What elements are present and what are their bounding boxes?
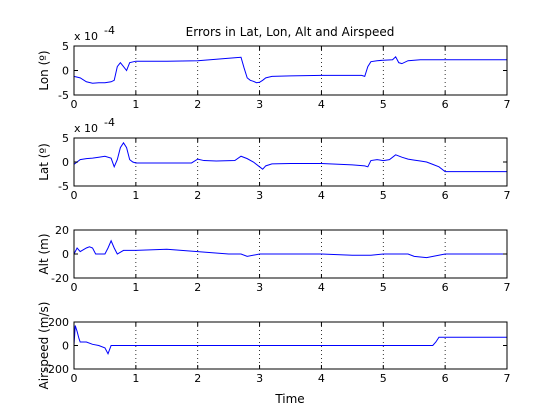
x-tick-label: 3 [256,98,263,111]
y-axis-label: Airspeed (m/s) [37,302,51,390]
x-tick-label: 0 [71,281,78,294]
y-axis-label: Alt (m) [37,233,51,274]
series-line [73,141,507,173]
y-tick-label: 5 [62,40,69,53]
exponent-label: x 10 [74,122,98,135]
x-tick-label: 2 [194,98,201,111]
x-tick-label: 3 [256,372,263,385]
x-tick-label: 4 [318,189,325,202]
x-axis-label: Time [274,392,304,406]
plot-area [74,46,507,95]
y-tick-label: 5 [62,132,69,145]
y-tick-label: 0 [62,340,69,353]
y-tick-label: -5 [58,89,69,102]
x-tick-label: 6 [442,372,449,385]
x-tick-label: 5 [380,372,387,385]
y-axis-label: Lat (º) [37,143,51,181]
y-tick-label: 0 [62,65,69,78]
x-tick-label: 1 [132,98,139,111]
x-tick-label: 4 [318,281,325,294]
x-tick-label: 1 [132,372,139,385]
x-tick-label: 2 [194,372,201,385]
series-line [73,55,507,84]
x-tick-label: 4 [318,372,325,385]
x-tick-label: 5 [380,189,387,202]
x-tick-label: 6 [442,281,449,294]
chart-title: Errors in Lat, Lon, Alt and Airspeed [186,25,395,39]
x-tick-label: 5 [380,98,387,111]
x-tick-label: 5 [380,281,387,294]
y-tick-label: -5 [58,180,69,193]
x-tick-label: 1 [132,189,139,202]
x-tick-label: 1 [132,281,139,294]
y-tick-label: -200 [44,363,69,376]
series-line [73,325,507,355]
x-tick-label: 0 [71,98,78,111]
x-tick-label: 6 [442,98,449,111]
plot-area [74,138,507,186]
x-tick-label: 0 [71,372,78,385]
x-tick-label: 7 [504,281,511,294]
x-tick-label: 3 [256,281,263,294]
x-tick-label: 7 [504,98,511,111]
x-tick-label: 6 [442,189,449,202]
y-tick-label: 200 [48,316,69,329]
y-axis-label: Lon (º) [37,50,51,90]
y-tick-label: -20 [51,272,69,285]
y-tick-label: 0 [62,248,69,261]
x-tick-label: 3 [256,189,263,202]
x-tick-label: 4 [318,98,325,111]
x-tick-label: 0 [71,189,78,202]
x-tick-label: 7 [504,189,511,202]
y-tick-label: 0 [62,156,69,169]
y-tick-label: 20 [55,224,69,237]
x-tick-label: 2 [194,281,201,294]
x-tick-label: 7 [504,372,511,385]
x-tick-label: 2 [194,189,201,202]
exponent-superscript: -4 [104,24,115,37]
exponent-label: x 10 [74,30,98,43]
exponent-superscript: -4 [104,116,115,129]
series-line [73,239,507,259]
